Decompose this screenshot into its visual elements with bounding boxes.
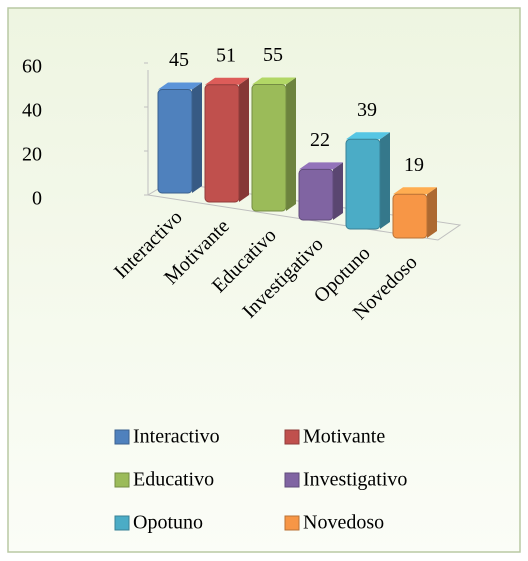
bar-side	[192, 82, 202, 193]
bar	[251, 84, 287, 212]
y-tick-label: 40	[22, 100, 42, 122]
bar-top	[346, 132, 390, 140]
legend-swatch	[284, 515, 300, 531]
legend-label: Investigativo	[303, 469, 407, 491]
legend-swatch	[284, 429, 300, 445]
legend-swatch	[114, 515, 130, 531]
bar-side	[333, 162, 343, 220]
bar	[204, 84, 240, 203]
value-label: 45	[169, 49, 189, 71]
bar-top	[158, 82, 202, 90]
bar-top	[299, 162, 343, 170]
value-label: 19	[404, 154, 424, 176]
value-label: 39	[357, 99, 377, 121]
bar-top	[205, 77, 249, 85]
legend-label: Interactivo	[133, 426, 220, 448]
legend-label: Opotuno	[133, 512, 203, 534]
bar	[157, 89, 193, 194]
y-tick-label: 20	[22, 144, 42, 166]
y-tick-label: 0	[32, 188, 42, 210]
value-label: 51	[216, 44, 236, 66]
legend-swatch	[114, 472, 130, 488]
bar-top	[252, 77, 296, 85]
y-tick-label: 60	[22, 56, 42, 78]
bar-side	[427, 187, 437, 238]
bar-top	[393, 187, 437, 195]
bar-side	[380, 132, 390, 229]
legend-swatch	[284, 472, 300, 488]
bar	[298, 168, 334, 221]
value-label: 22	[310, 129, 330, 151]
legend-label: Motivante	[303, 426, 385, 448]
bar	[345, 138, 381, 230]
bar-side	[239, 77, 249, 202]
bar	[392, 193, 428, 239]
bar-side	[286, 77, 296, 211]
legend-label: Educativo	[133, 469, 214, 491]
value-label: 55	[263, 44, 283, 66]
legend-label: Novedoso	[303, 512, 384, 534]
legend-swatch	[114, 429, 130, 445]
